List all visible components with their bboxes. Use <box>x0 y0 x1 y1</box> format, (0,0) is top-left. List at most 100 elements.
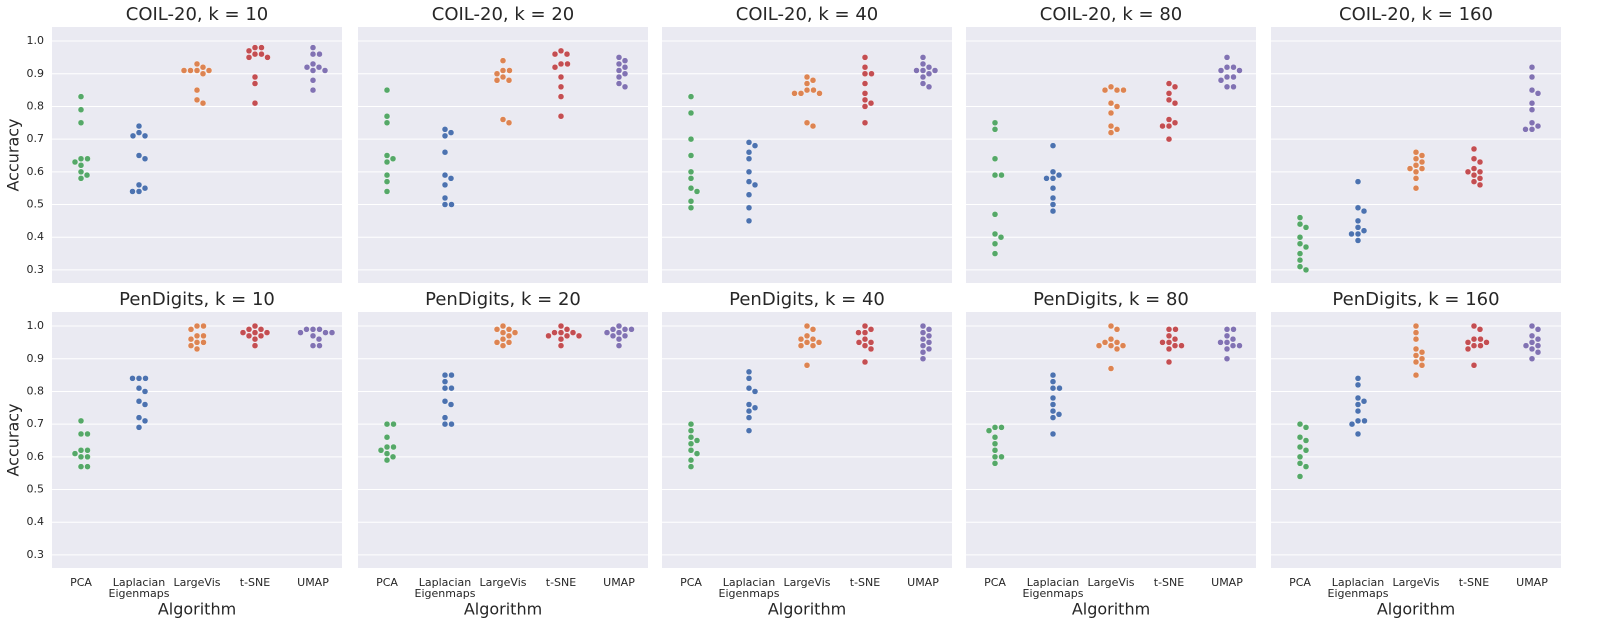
data-point <box>200 332 207 340</box>
data-point <box>441 398 449 405</box>
data-point <box>1113 103 1121 110</box>
data-point <box>251 44 259 51</box>
data-point <box>687 175 695 182</box>
data-point <box>861 90 869 97</box>
y-tick-label: 0.3 <box>27 548 45 561</box>
data-point <box>816 90 823 97</box>
data-point <box>1354 394 1362 402</box>
data-point <box>383 158 391 166</box>
data-point <box>141 184 149 192</box>
data-point <box>258 50 265 58</box>
data-point <box>390 420 397 428</box>
data-point <box>251 329 259 336</box>
data-point <box>1217 77 1225 84</box>
x-tick-label-box: PCA <box>70 577 92 589</box>
data-point <box>193 339 201 346</box>
data-point <box>751 142 759 149</box>
data-point <box>1361 417 1368 425</box>
data-point <box>245 47 253 55</box>
data-point <box>1522 342 1530 349</box>
x-axis-label: Algorithm <box>158 600 236 619</box>
data-point <box>441 201 449 208</box>
data-point <box>925 345 933 353</box>
data-point <box>615 67 623 74</box>
data-point <box>1055 411 1063 418</box>
data-point <box>193 67 201 74</box>
data-point <box>563 332 571 340</box>
data-point <box>563 326 571 333</box>
data-point <box>925 83 933 91</box>
x-tick-label-box: Laplacian Eigenmaps <box>415 577 476 599</box>
data-point <box>998 424 1005 431</box>
x-tick-label: LargeVis <box>1087 577 1135 589</box>
data-point <box>687 152 695 159</box>
data-point <box>245 54 253 61</box>
data-point <box>321 67 329 74</box>
data-point <box>1528 355 1536 362</box>
data-point <box>199 99 207 107</box>
data-point <box>1049 194 1057 202</box>
x-tick-label: PCA <box>70 577 92 589</box>
data-point <box>1528 64 1536 71</box>
data-point <box>919 80 927 87</box>
x-tick-label-box: UMAP <box>297 577 329 588</box>
data-point <box>861 96 869 104</box>
data-point <box>855 339 863 346</box>
data-point <box>309 50 317 58</box>
y-tick-label: 0.5 <box>27 483 45 496</box>
x-tick-label-box: UMAP <box>907 577 939 589</box>
data-point <box>1296 460 1304 467</box>
data-point <box>551 50 559 58</box>
data-point <box>564 60 571 68</box>
data-point <box>1476 175 1484 182</box>
data-point <box>867 345 875 353</box>
data-point <box>135 152 143 159</box>
data-point <box>1107 322 1115 330</box>
data-point <box>1360 207 1368 215</box>
data-point <box>745 155 753 162</box>
data-point <box>1107 83 1115 91</box>
data-point <box>1360 398 1368 405</box>
x-tick-label: UMAP <box>1211 577 1243 589</box>
y-tick-label: 0.4 <box>27 515 45 528</box>
data-point <box>493 70 501 77</box>
data-point <box>1296 263 1304 270</box>
data-point <box>199 64 207 71</box>
x-tick-label: t-SNE <box>239 577 271 589</box>
data-point <box>1049 401 1057 408</box>
x-tick-label: t-SNE <box>1153 577 1185 589</box>
data-point <box>687 440 695 447</box>
data-point <box>803 80 811 87</box>
data-point <box>251 342 259 349</box>
data-point <box>1476 168 1484 176</box>
data-point <box>687 109 695 117</box>
data-point <box>1049 394 1057 402</box>
data-point <box>84 463 91 470</box>
data-point <box>1236 67 1243 74</box>
data-point <box>919 349 927 356</box>
data-point <box>316 326 323 333</box>
data-point <box>1296 214 1304 221</box>
plot-background <box>52 312 342 568</box>
data-point <box>1418 362 1426 369</box>
data-point <box>1230 83 1237 91</box>
data-point <box>861 322 869 330</box>
x-tick-label: UMAP <box>907 577 939 589</box>
data-point <box>1412 352 1420 359</box>
data-point <box>441 371 449 379</box>
y-tick-label: 0.8 <box>27 384 45 397</box>
data-point <box>441 384 449 392</box>
data-point <box>745 375 753 382</box>
data-point <box>1223 73 1231 81</box>
data-point <box>251 50 259 58</box>
data-point <box>77 447 85 454</box>
data-point <box>919 54 927 61</box>
data-point <box>1296 434 1304 441</box>
data-point <box>803 322 811 330</box>
data-point <box>505 332 513 340</box>
data-point <box>193 322 201 330</box>
data-point <box>1230 64 1237 71</box>
data-point <box>803 332 811 340</box>
